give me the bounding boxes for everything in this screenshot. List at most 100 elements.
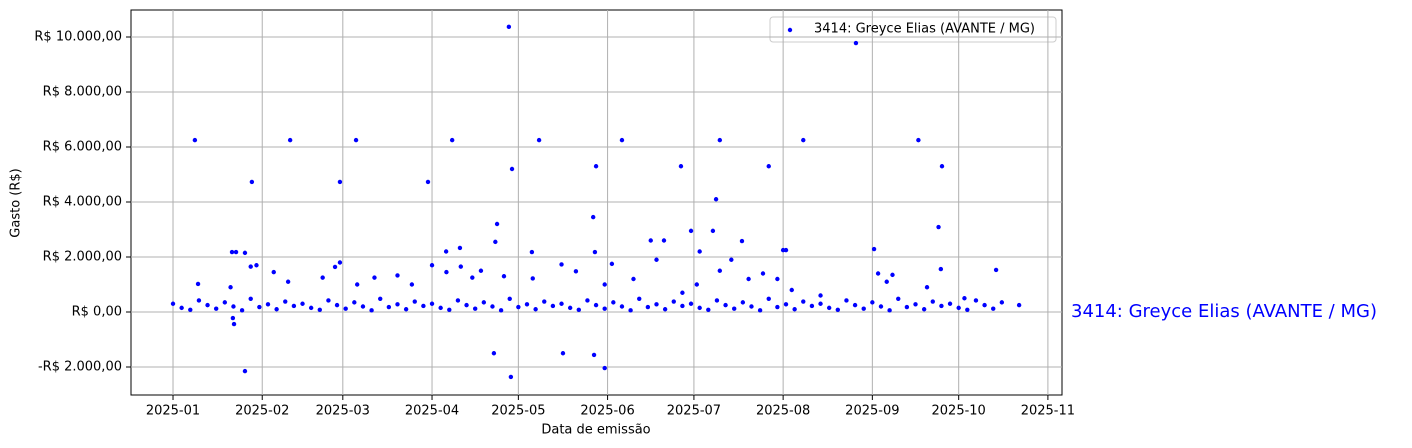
point bbox=[913, 302, 918, 307]
point bbox=[631, 276, 636, 282]
point bbox=[508, 374, 514, 380]
point bbox=[464, 302, 469, 308]
point bbox=[870, 300, 875, 305]
point bbox=[533, 307, 538, 312]
point bbox=[229, 249, 235, 255]
point bbox=[590, 214, 596, 220]
point bbox=[320, 275, 325, 280]
point bbox=[337, 260, 343, 265]
point bbox=[749, 304, 754, 309]
point bbox=[591, 352, 597, 358]
point bbox=[861, 306, 866, 311]
point bbox=[559, 262, 564, 267]
x-axis-label: Data de emissão bbox=[541, 423, 650, 438]
point bbox=[938, 266, 944, 272]
point bbox=[567, 305, 573, 311]
point bbox=[369, 308, 374, 313]
point bbox=[710, 228, 716, 234]
point bbox=[353, 137, 359, 143]
point bbox=[506, 24, 512, 30]
point bbox=[775, 304, 780, 310]
point bbox=[739, 238, 745, 244]
point bbox=[680, 290, 685, 295]
point bbox=[283, 299, 288, 304]
point bbox=[457, 245, 463, 251]
y-tick-label: R$ 4.000,00 bbox=[43, 195, 122, 210]
point bbox=[729, 257, 734, 262]
legend-label: 3414: Greyce Elias (AVANTE / MG) bbox=[814, 22, 1035, 37]
point bbox=[179, 305, 184, 311]
y-tick-label: R$ 10.000,00 bbox=[34, 30, 122, 45]
point bbox=[611, 300, 616, 305]
point bbox=[291, 303, 297, 309]
point bbox=[697, 249, 702, 254]
point bbox=[852, 302, 858, 308]
point bbox=[421, 303, 426, 309]
point bbox=[231, 321, 237, 327]
point bbox=[257, 304, 262, 310]
x-tick-label: 2025-02 bbox=[235, 404, 289, 419]
point bbox=[714, 298, 720, 303]
point bbox=[878, 304, 884, 309]
x-tick-label: 2025-04 bbox=[405, 404, 459, 419]
annotation: 3414: Greyce Elias (AVANTE / MG) bbox=[1071, 301, 1377, 322]
point bbox=[443, 249, 449, 254]
point bbox=[228, 285, 233, 290]
point bbox=[645, 304, 651, 310]
y-tick-label: R$ 6.000,00 bbox=[43, 140, 122, 155]
point bbox=[242, 368, 248, 374]
point bbox=[706, 307, 711, 313]
point bbox=[447, 307, 452, 313]
point bbox=[835, 307, 841, 313]
point bbox=[654, 302, 659, 307]
x-tick-label: 2025-09 bbox=[845, 404, 899, 419]
point bbox=[740, 300, 746, 305]
point bbox=[438, 305, 443, 311]
y-axis-label: Gasto (R$) bbox=[9, 168, 24, 237]
point bbox=[936, 224, 941, 230]
point bbox=[429, 263, 435, 268]
point bbox=[609, 261, 615, 267]
point bbox=[395, 302, 400, 307]
point bbox=[386, 304, 392, 310]
point bbox=[334, 302, 340, 308]
point bbox=[592, 249, 598, 255]
point bbox=[239, 308, 245, 313]
point bbox=[713, 197, 719, 202]
point bbox=[947, 301, 953, 306]
point bbox=[412, 299, 417, 304]
point bbox=[973, 298, 979, 303]
point bbox=[507, 296, 512, 302]
point bbox=[409, 282, 415, 287]
point bbox=[809, 303, 815, 309]
legend-marker bbox=[787, 27, 793, 33]
point bbox=[593, 164, 599, 169]
point bbox=[352, 300, 357, 305]
point bbox=[536, 137, 542, 143]
point bbox=[254, 263, 259, 268]
point bbox=[930, 299, 935, 304]
point bbox=[661, 238, 667, 243]
point bbox=[619, 304, 625, 309]
point bbox=[196, 298, 202, 303]
point bbox=[688, 301, 694, 306]
point bbox=[332, 264, 338, 270]
point bbox=[478, 268, 484, 273]
point bbox=[717, 137, 723, 143]
point bbox=[637, 296, 642, 302]
point bbox=[274, 307, 279, 312]
point bbox=[887, 308, 892, 313]
point bbox=[378, 296, 383, 302]
point bbox=[723, 302, 728, 308]
point bbox=[449, 137, 455, 143]
point bbox=[529, 249, 535, 255]
point bbox=[248, 296, 253, 302]
x-tick-label: 2025-07 bbox=[667, 404, 721, 419]
point bbox=[491, 351, 497, 356]
point bbox=[576, 307, 582, 313]
point bbox=[956, 305, 961, 311]
point bbox=[982, 302, 987, 308]
point bbox=[766, 296, 771, 302]
point bbox=[1016, 302, 1022, 308]
point bbox=[271, 269, 276, 275]
